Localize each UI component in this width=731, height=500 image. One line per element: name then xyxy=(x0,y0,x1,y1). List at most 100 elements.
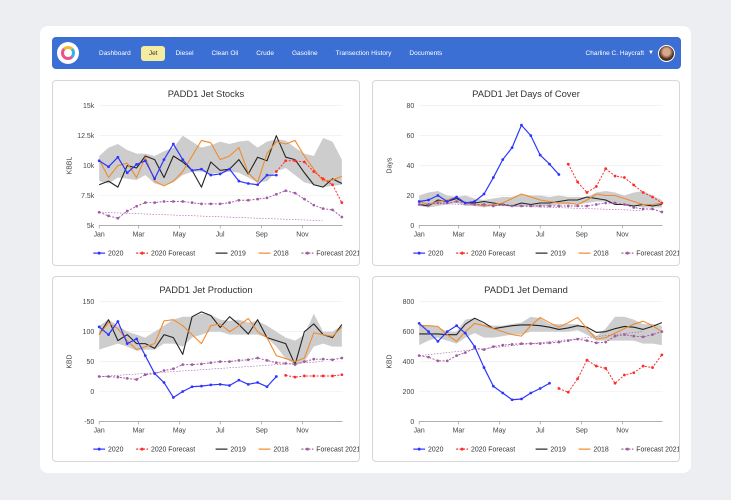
series-line-2020 xyxy=(98,320,277,399)
legend-item-2020[interactable]: 2020 xyxy=(93,251,124,258)
legend-item-2020[interactable]: 2020 xyxy=(93,447,124,454)
legend-item-forecast-2021[interactable]: Forecast 2021 xyxy=(301,447,359,454)
legend-label: 2020 Forecast xyxy=(471,447,515,454)
x-tick-label: Sep xyxy=(575,231,587,238)
data-point-2020 xyxy=(427,198,430,202)
legend-marker xyxy=(417,251,421,255)
data-point-2020-forecast xyxy=(340,201,344,205)
legend-item-2019[interactable]: 2019 xyxy=(215,447,246,454)
legend-item-2019[interactable]: 2019 xyxy=(535,251,566,258)
data-point-2020-forecast xyxy=(613,174,617,178)
y-tick-label: 10k xyxy=(83,163,95,170)
legend-item-2018[interactable]: 2018 xyxy=(578,251,609,258)
legend-item-2020[interactable]: 2020 xyxy=(413,251,444,258)
legend-item-2019[interactable]: 2019 xyxy=(215,251,246,258)
y-axis-label: KBD xyxy=(66,354,73,368)
legend-item-2020-forecast[interactable]: 2020 Forecast xyxy=(136,447,195,454)
data-point-forecast-2021 xyxy=(594,203,598,206)
legend-marker xyxy=(305,447,309,451)
legend-label: 2020 Forecast xyxy=(151,447,195,454)
data-point-forecast-2021 xyxy=(143,373,147,377)
data-point-2020 xyxy=(209,383,213,387)
nav-jet[interactable]: Jet xyxy=(140,45,166,61)
data-point-2020 xyxy=(265,385,269,389)
nav-diesel[interactable]: Diesel xyxy=(175,49,194,57)
data-point-2020 xyxy=(218,382,222,386)
app-logo[interactable] xyxy=(57,42,79,64)
data-point-forecast-2021 xyxy=(107,375,110,378)
data-point-forecast-2021 xyxy=(125,376,129,380)
data-point-2020-forecast xyxy=(557,387,561,390)
x-tick-label: Nov xyxy=(296,231,309,238)
x-tick-label: May xyxy=(493,427,507,434)
data-point-2020 xyxy=(256,183,259,187)
data-point-2020-forecast xyxy=(321,177,325,181)
data-point-2020 xyxy=(436,194,440,197)
nav-transection-history[interactable]: Transection History xyxy=(335,49,392,57)
data-point-2020 xyxy=(265,173,269,177)
legend-item-2020-forecast[interactable]: 2020 Forecast xyxy=(456,251,515,258)
avatar[interactable] xyxy=(658,44,675,62)
data-point-2020-forecast xyxy=(284,159,288,163)
data-point-forecast-2021 xyxy=(613,334,617,338)
legend-item-forecast-2021[interactable]: Forecast 2021 xyxy=(621,447,679,454)
data-point-2020 xyxy=(135,337,138,341)
data-point-forecast-2021 xyxy=(293,363,297,366)
legend-label: 2019 xyxy=(550,251,566,258)
data-point-forecast-2021 xyxy=(237,358,241,362)
chart-title: PADD1 Jet Demand xyxy=(484,284,568,295)
data-point-2020 xyxy=(417,322,421,325)
legend-item-2020[interactable]: 2020 xyxy=(413,447,444,454)
y-tick-label: 200 xyxy=(403,389,415,396)
data-point-forecast-2021 xyxy=(162,200,166,203)
data-point-2020-forecast xyxy=(576,377,579,381)
chart-jet-demand: PADD1 Jet Demand 0 200 400 600 800 KBD Jan Mar Ma… xyxy=(372,276,680,462)
nav-crude[interactable]: Crude xyxy=(256,49,274,57)
data-point-2020-forecast xyxy=(641,191,645,194)
nav-clean-oil[interactable]: Clean Oil xyxy=(211,49,239,57)
legend-label: 2020 xyxy=(108,447,124,454)
data-point-forecast-2021 xyxy=(107,214,110,218)
data-point-forecast-2021 xyxy=(284,189,288,193)
x-tick-label: Sep xyxy=(255,231,267,238)
data-point-forecast-2021 xyxy=(135,204,138,208)
legend-label: Forecast 2021 xyxy=(636,251,679,258)
data-point-forecast-2021 xyxy=(548,341,551,345)
data-point-2020-forecast xyxy=(340,373,344,377)
user-menu[interactable]: Charline C. Haycraft ▼ xyxy=(586,44,675,62)
data-point-forecast-2021 xyxy=(520,342,523,346)
nav-dashboard[interactable]: Dashboard xyxy=(99,49,131,57)
legend-item-2018[interactable]: 2018 xyxy=(258,251,289,258)
legend-item-2020-forecast[interactable]: 2020 Forecast xyxy=(136,251,195,258)
legend-item-2018[interactable]: 2018 xyxy=(258,447,289,454)
data-point-forecast-2021 xyxy=(557,340,561,344)
data-point-2020 xyxy=(463,201,467,205)
nav-gasoline[interactable]: Gasoline xyxy=(292,49,318,57)
legend-item-forecast-2021[interactable]: Forecast 2021 xyxy=(621,251,679,258)
data-point-2020 xyxy=(445,200,449,203)
y-tick-label: 20 xyxy=(407,193,415,200)
data-point-2020 xyxy=(246,382,250,386)
chart-svg: PADD1 Jet Production -50 0 50 100 150 KBD Jan Ma… xyxy=(66,284,359,454)
legend-item-2019[interactable]: 2019 xyxy=(535,447,566,454)
data-point-2020 xyxy=(171,142,175,146)
data-point-2020 xyxy=(274,173,278,177)
legend-item-2020-forecast[interactable]: 2020 Forecast xyxy=(456,447,515,454)
legend-item-2018[interactable]: 2018 xyxy=(578,447,609,454)
legend-marker xyxy=(460,447,464,451)
legend-item-forecast-2021[interactable]: Forecast 2021 xyxy=(301,251,359,258)
legend-marker xyxy=(625,251,629,255)
x-tick-label: Jan xyxy=(414,231,425,238)
data-point-forecast-2021 xyxy=(312,357,316,361)
legend-label: 2020 xyxy=(428,251,444,258)
legend-label: 2018 xyxy=(593,447,609,454)
data-point-forecast-2021 xyxy=(200,362,203,366)
data-point-forecast-2021 xyxy=(604,340,608,344)
y-tick-label: 0 xyxy=(410,223,414,230)
nav-documents[interactable]: Documents xyxy=(409,49,443,57)
forecast-2021-trendline xyxy=(99,211,323,221)
data-point-forecast-2021 xyxy=(321,357,325,361)
legend-label: 2019 xyxy=(230,447,246,454)
data-point-2020-forecast xyxy=(632,183,636,187)
data-point-forecast-2021 xyxy=(190,201,194,205)
